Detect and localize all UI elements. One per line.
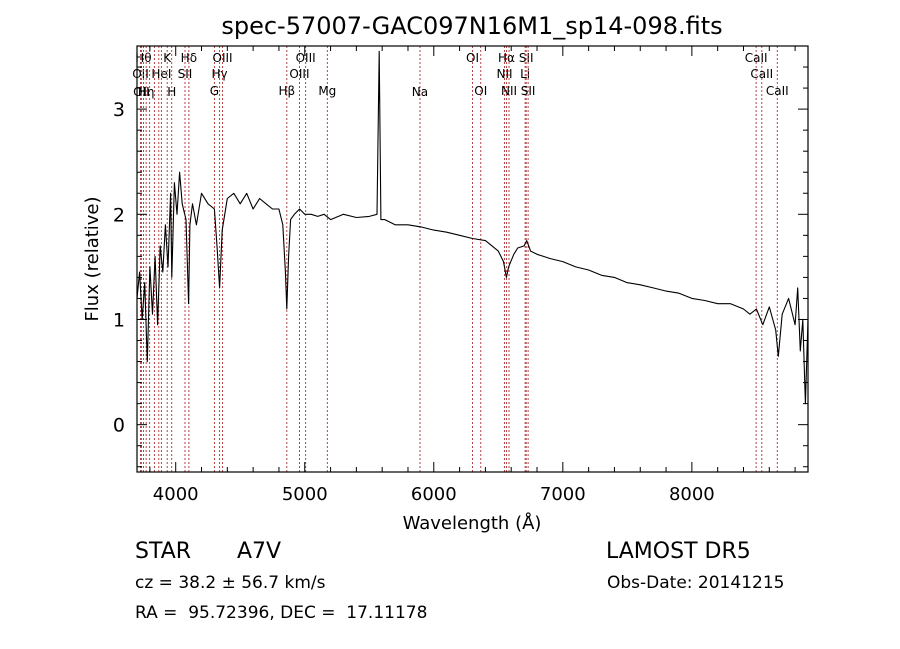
line-marker-label: K — [163, 51, 172, 65]
spectral-subclass: A7V — [237, 539, 282, 564]
line-marker-label: Hη — [138, 85, 155, 99]
line-marker-label: OI — [474, 84, 487, 98]
line-marker-label: SII — [519, 51, 534, 65]
chart-title: spec-57007-GAC097N16M1_sp14-098.fits — [221, 12, 722, 40]
spectrum-series — [136, 50, 809, 405]
y-tick-label: 0 — [113, 415, 125, 437]
line-marker-label: Li — [520, 67, 530, 81]
x-tick-label: 5000 — [282, 484, 328, 505]
line-marker-label: CaII — [766, 84, 789, 98]
x-tick-label: 7000 — [540, 484, 586, 505]
y-tick-label: 1 — [113, 309, 125, 331]
spectrum-line — [136, 50, 809, 405]
line-marker-label: NII — [496, 67, 512, 81]
x-axis-label: Wavelength (Å) — [403, 512, 542, 534]
object-type: STAR — [135, 539, 192, 564]
line-marker-label: OIII — [213, 51, 233, 65]
line-marker-label: OIII — [296, 51, 316, 65]
line-marker-label: OII — [132, 67, 149, 81]
line-marker-label: Hδ — [181, 51, 197, 65]
y-tick-label: 2 — [113, 204, 125, 226]
line-marker-label: G — [210, 84, 219, 98]
y-tick-label: 3 — [113, 99, 125, 121]
line-marker-label: Hγ — [212, 67, 228, 81]
x-axis-ticks: 4000 5000 6000 7000 8000 — [149, 46, 796, 505]
line-marker-label: CaII — [750, 67, 773, 81]
line-marker-label: Hβ — [278, 84, 295, 98]
line-marker-label: CaII — [745, 51, 768, 65]
y-axis-ticks: 0 1 2 3 — [113, 66, 808, 468]
line-marker-label: SII — [521, 84, 536, 98]
x-tick-label: 6000 — [411, 484, 457, 505]
obs-date-text: Obs-Date: 20141215 — [607, 573, 785, 593]
line-marker-label: NII — [501, 84, 517, 98]
line-marker-label: Hθ — [135, 51, 151, 65]
line-marker-label: OI — [466, 51, 479, 65]
x-tick-label: 4000 — [153, 484, 199, 505]
line-marker-label: Na — [412, 85, 428, 99]
line-marker-label: Mg — [318, 84, 336, 98]
x-tick-label: 8000 — [669, 484, 715, 505]
y-axis-label: Flux (relative) — [82, 196, 103, 321]
redshift-text: cz = 38.2 ± 56.7 km/s — [135, 573, 326, 593]
survey-name: LAMOST DR5 — [606, 539, 751, 564]
line-marker-label: Hα — [498, 51, 515, 65]
coordinates-text: RA = 95.72396, DEC = 17.11178 — [135, 603, 428, 623]
line-marker-label: H — [167, 85, 176, 99]
plot-frame — [136, 45, 809, 473]
line-marker-label: HeI — [151, 67, 171, 81]
line-marker-label: OIII — [289, 67, 309, 81]
line-marker-label: SII — [178, 67, 193, 81]
